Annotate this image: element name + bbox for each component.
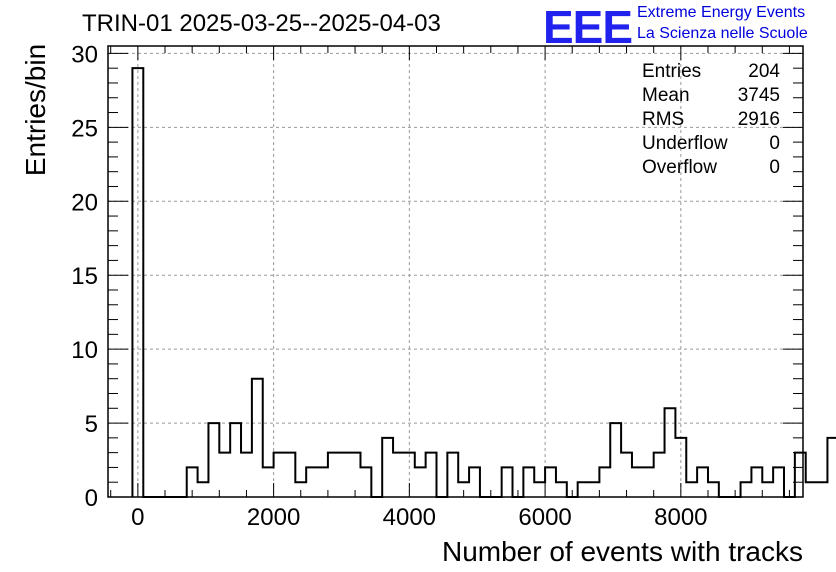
y-tick-label: 0 [85, 485, 98, 512]
x-tick-label: 8000 [654, 504, 707, 531]
y-tick-label: 30 [71, 41, 98, 68]
y-axis-label: Entries/bin [20, 43, 51, 177]
stats-label: RMS [642, 109, 685, 130]
stats-label: Entries [642, 61, 702, 82]
stats-row-entries: Entries 204 [642, 60, 780, 84]
y-tick-label: 10 [71, 337, 98, 364]
eee-logo: EEE [543, 1, 633, 53]
stats-value: 0 [769, 133, 780, 154]
stats-value: 0 [769, 157, 780, 178]
stats-label: Underflow [642, 133, 728, 154]
y-tick-label: 5 [85, 411, 98, 438]
x-tick-label: 0 [131, 504, 144, 531]
stats-row-overflow: Overflow 0 [642, 156, 780, 180]
grid-lines [108, 46, 803, 497]
y-tick-label: 25 [71, 115, 98, 142]
x-tick-label: 6000 [518, 504, 571, 531]
stats-row-rms: RMS 2916 [642, 108, 780, 132]
stats-value: 204 [748, 61, 780, 82]
histogram-steps [131, 67, 836, 498]
y-tick-label: 20 [71, 189, 98, 216]
stats-label: Mean [642, 85, 690, 106]
stats-value: 3745 [737, 85, 780, 106]
plot-frame [107, 45, 804, 498]
stats-row-underflow: Underflow 0 [642, 132, 780, 156]
y-tick-label: 15 [71, 263, 98, 290]
axis-ticks [108, 46, 803, 498]
axis-tick-labels: 0 2000 4000 6000 8000 0 5 10 15 20 25 30 [71, 41, 707, 531]
stats-label: Overflow [642, 157, 717, 178]
stats-row-mean: Mean 3745 [642, 84, 780, 108]
chart-title: TRIN-01 2025-03-25--2025-04-03 [82, 10, 441, 37]
logo-text-line2: La Scienza nelle Scuole [637, 25, 808, 42]
x-tick-label: 4000 [383, 504, 436, 531]
stats-box: Entries 204 Mean 3745 RMS 2916 Underflow… [642, 60, 780, 180]
x-axis-label: Number of events with tracks [441, 536, 803, 567]
x-tick-label: 2000 [247, 504, 300, 531]
logo-text-line1: Extreme Energy Events [637, 4, 806, 21]
stats-value: 2916 [737, 109, 780, 130]
